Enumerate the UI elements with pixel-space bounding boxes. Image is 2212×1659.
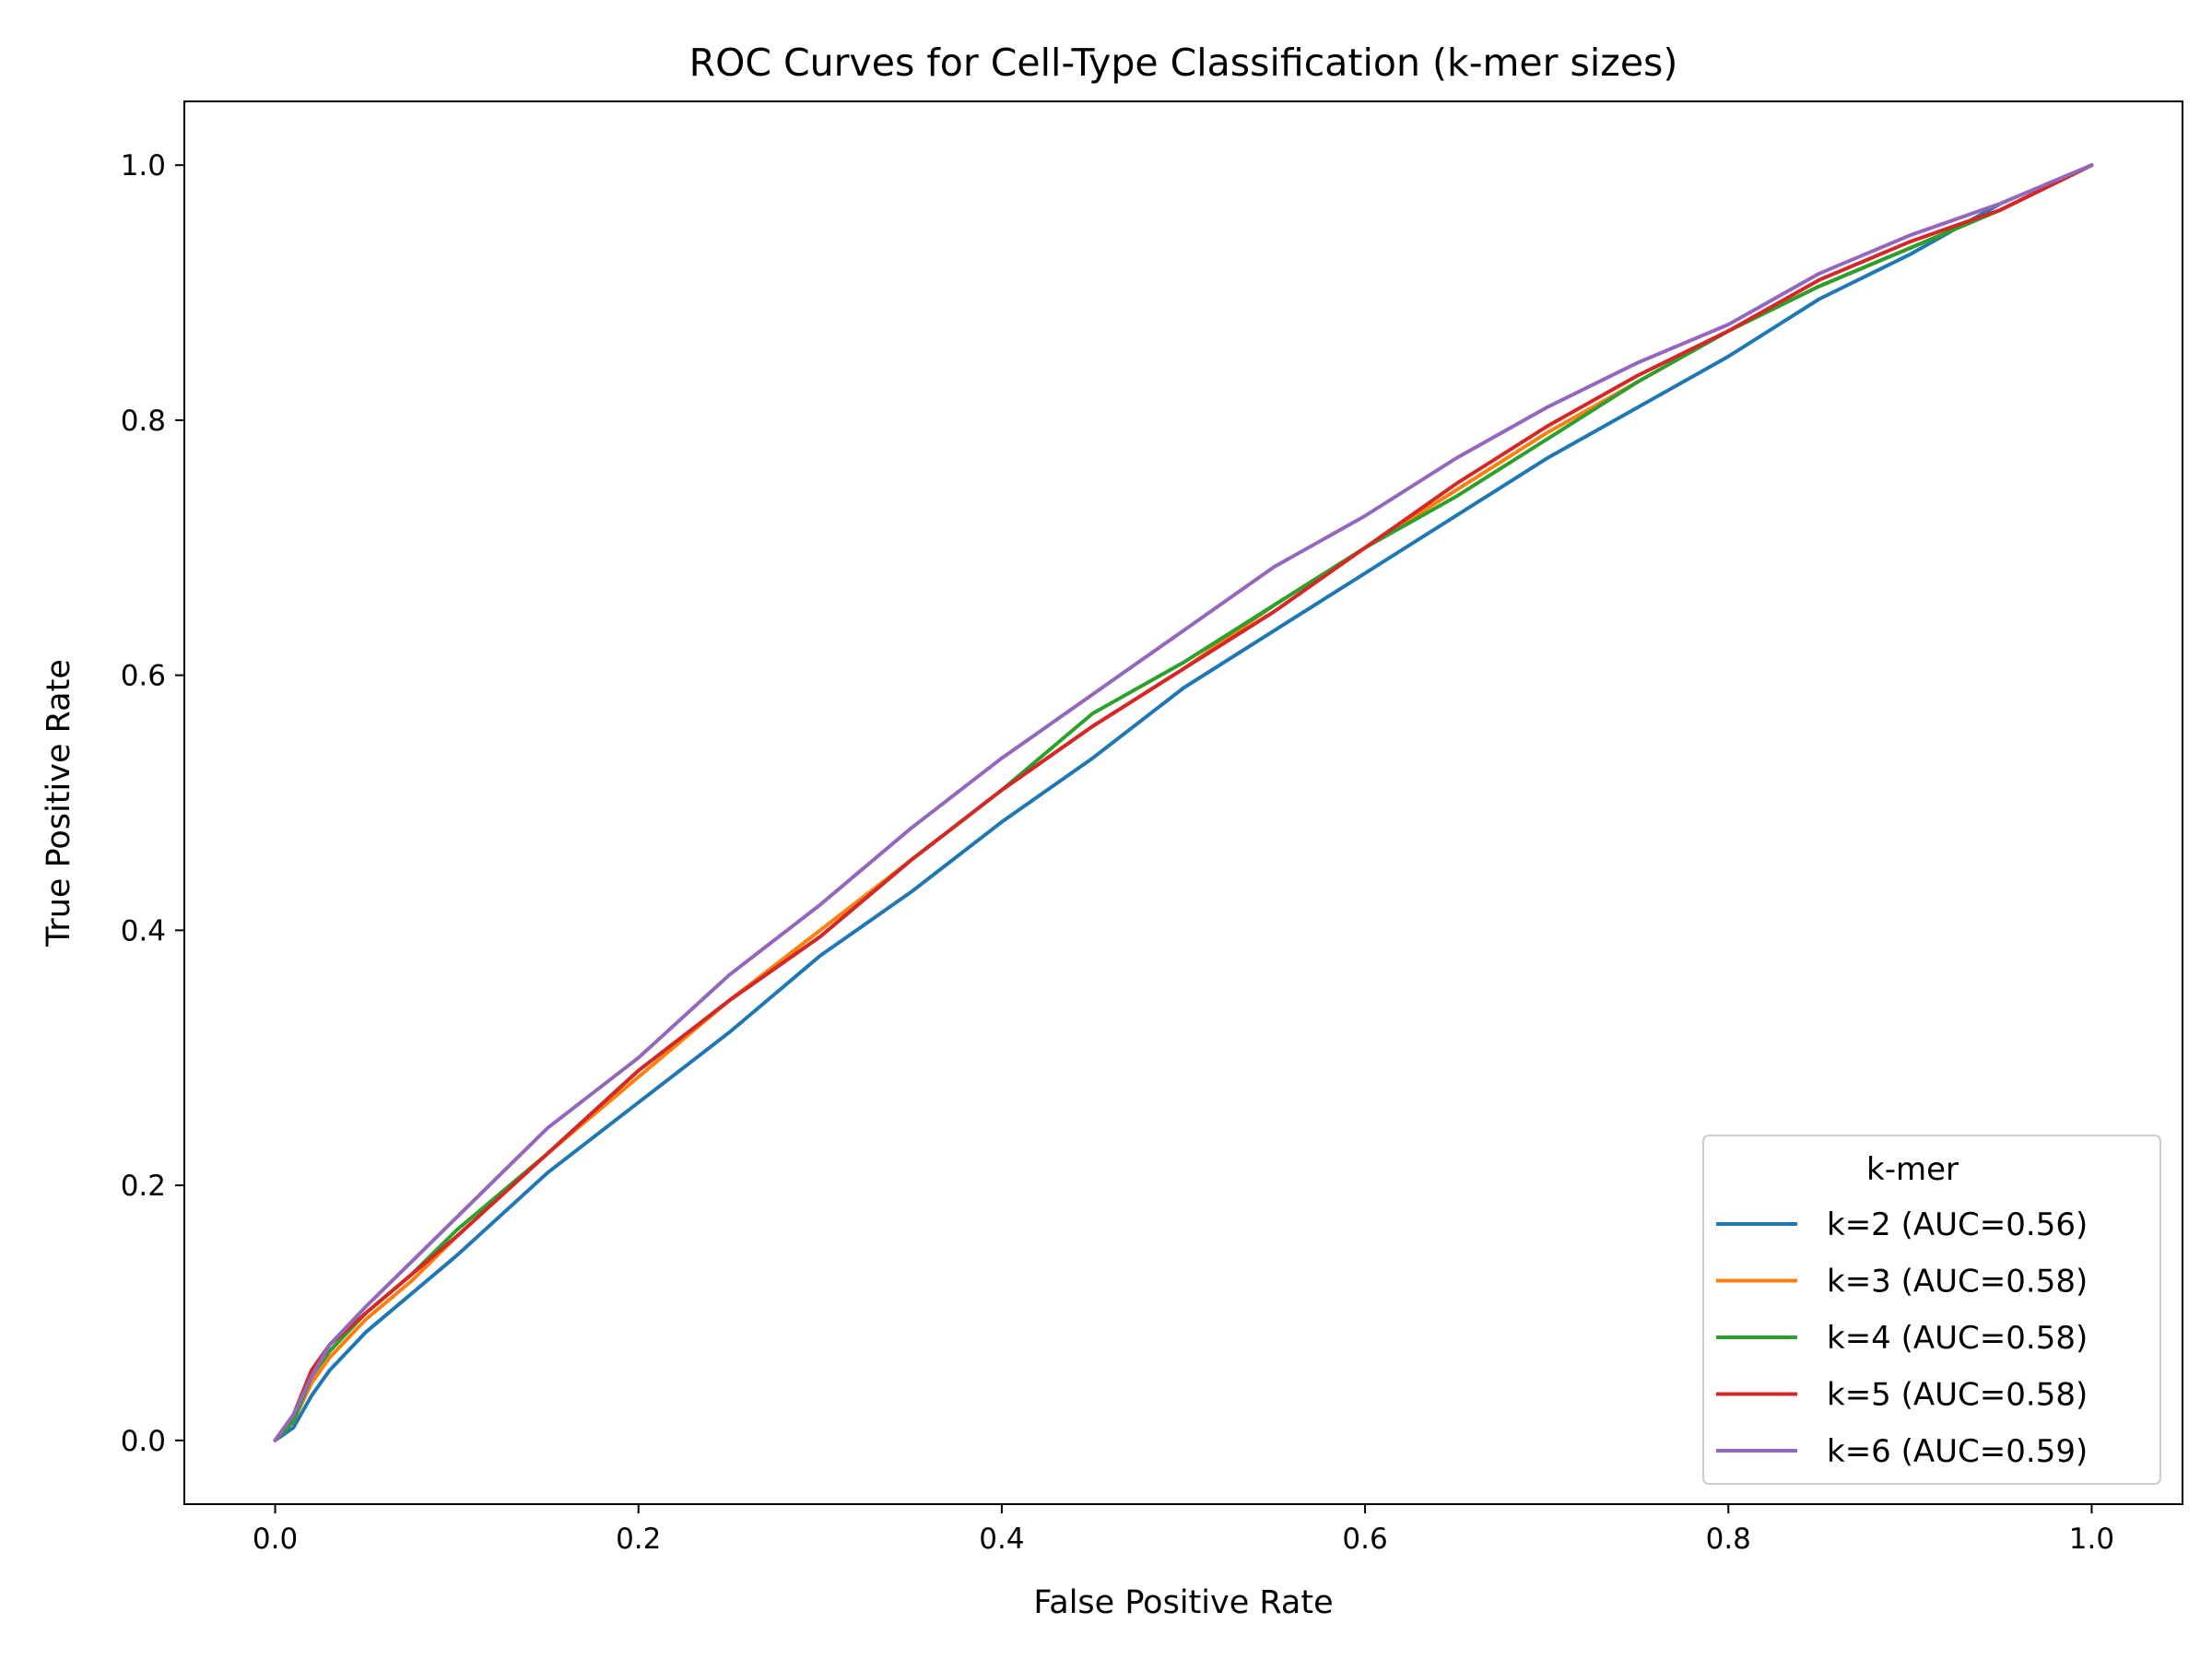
x-tick-label: 1.0 bbox=[2069, 1523, 2114, 1556]
plot-area-frame bbox=[183, 100, 2183, 1505]
y-tick-label: 0.0 bbox=[121, 1425, 166, 1458]
roc-curve-k2 bbox=[273, 163, 2094, 1442]
legend-title: k-mer bbox=[1866, 1151, 1959, 1188]
x-tick-label: 0.6 bbox=[1342, 1523, 1387, 1556]
x-axis-ticks: 0.0 0.2 0.4 0.6 0.8 1.0 bbox=[253, 1504, 2114, 1556]
y-tick-label: 1.0 bbox=[121, 149, 166, 182]
chart-title: ROC Curves for Cell-Type Classification … bbox=[689, 41, 1678, 85]
y-axis-label: True Positive Rate bbox=[41, 659, 77, 947]
legend-box bbox=[1702, 1135, 2161, 1485]
legend: k-mer k=2 (AUC=0.56) k=3 (AUC=0.58) k=4 (A… bbox=[1702, 1135, 2161, 1485]
y-tick-label: 0.8 bbox=[121, 405, 166, 438]
x-tick-label: 0.8 bbox=[1706, 1523, 1751, 1556]
y-tick-label: 0.2 bbox=[121, 1170, 166, 1203]
roc-curve-k5 bbox=[273, 163, 2094, 1442]
legend-label-k5: k=5 (AUC=0.58) bbox=[1827, 1377, 2088, 1414]
legend-label-k2: k=2 (AUC=0.56) bbox=[1827, 1206, 2088, 1243]
x-tick-label: 0.2 bbox=[616, 1523, 661, 1556]
legend-entries: k=2 (AUC=0.56) k=3 (AUC=0.58) k=4 (AUC=0.5… bbox=[1716, 1206, 2088, 1470]
y-tick-label: 0.4 bbox=[121, 914, 166, 947]
roc-curve-k6 bbox=[273, 163, 2094, 1442]
series-layer bbox=[273, 163, 2094, 1442]
y-tick-label: 0.6 bbox=[121, 660, 166, 693]
x-tick-label: 0.0 bbox=[253, 1523, 298, 1556]
legend-label-k6: k=6 (AUC=0.59) bbox=[1827, 1433, 2088, 1470]
x-tick-label: 0.4 bbox=[979, 1523, 1024, 1556]
x-axis-label: False Positive Rate bbox=[1033, 1584, 1333, 1621]
legend-label-k4: k=4 (AUC=0.58) bbox=[1827, 1320, 2088, 1357]
y-axis-ticks: 0.0 0.2 0.4 0.6 0.8 1.0 bbox=[121, 149, 184, 1458]
legend-label-k3: k=3 (AUC=0.58) bbox=[1827, 1264, 2088, 1300]
